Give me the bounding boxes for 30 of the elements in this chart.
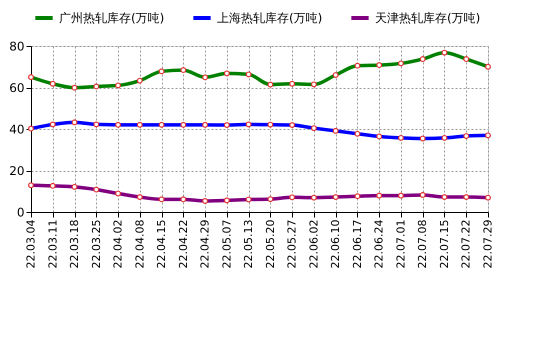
y-tick-label: 20: [9, 164, 24, 178]
x-tick-label: 22.06.10: [329, 220, 342, 268]
x-tick-label: 22.05.07: [220, 220, 234, 268]
x-tick-label: 22.07.01: [394, 220, 408, 268]
x-tick-label: 22.04.02: [112, 220, 125, 268]
x-tick-label: 22.05.13: [242, 220, 256, 268]
x-tick-label: 22.04.29: [198, 220, 212, 268]
x-tick-label: 22.04.08: [133, 220, 146, 268]
legend-label: 上海热轧库存(万吨): [217, 11, 322, 25]
x-tick-label: 22.04.15: [155, 220, 168, 268]
x-tick-label: 22.03.11: [46, 220, 60, 268]
x-tick-label: 22.03.18: [68, 220, 82, 268]
x-tick-label: 22.05.27: [286, 220, 299, 268]
x-tick-label: 22.04.22: [176, 220, 190, 268]
legend-label: 天津热轧库存(万吨): [375, 11, 480, 25]
y-tick-label: 40: [9, 122, 24, 136]
x-tick-label: 22.06.17: [350, 220, 364, 268]
x-tick-label: 22.07.22: [460, 220, 473, 268]
x-tick-label: 22.07.15: [438, 220, 451, 268]
y-tick-label: 80: [9, 40, 24, 54]
x-tick-label: 22.06.24: [372, 220, 386, 268]
x-tick-label: 22.03.25: [90, 220, 103, 268]
legend-label: 广州热轧库存(万吨): [59, 11, 164, 25]
y-tick-label: 60: [9, 81, 24, 95]
x-tick-label: 22.07.29: [482, 220, 494, 268]
y-tick-label: 0: [16, 206, 24, 220]
x-tick-label: 22.03.04: [24, 220, 38, 268]
x-tick-label: 22.05.20: [264, 220, 277, 268]
x-tick-label: 22.07.08: [416, 220, 430, 268]
x-tick-label: 22.06.02: [307, 220, 320, 268]
